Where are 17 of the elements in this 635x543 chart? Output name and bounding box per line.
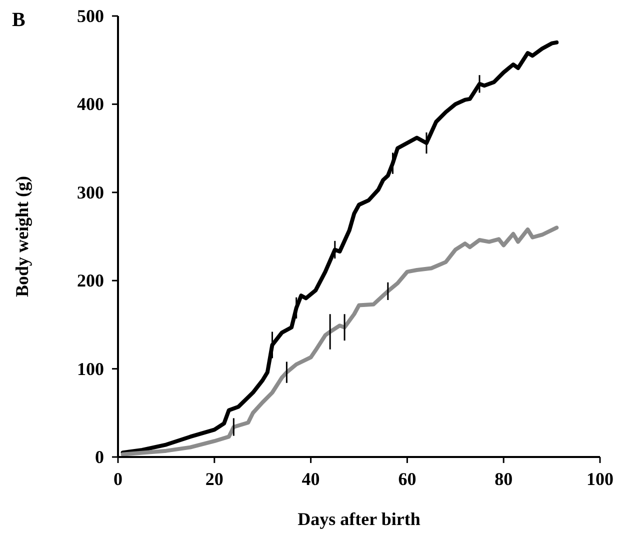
y-axis-title: Body weight (g) bbox=[12, 176, 32, 297]
y-tick-label: 400 bbox=[77, 94, 104, 114]
text: B bbox=[12, 9, 26, 31]
x-axis-title: Days after birth bbox=[298, 509, 420, 529]
line-series bbox=[120, 40, 559, 455]
line-series bbox=[120, 226, 559, 456]
x-tick-label: 80 bbox=[494, 469, 513, 489]
x-tick-label: 100 bbox=[586, 469, 614, 489]
y-tick-label: 100 bbox=[77, 358, 104, 379]
x-tick-label: 0 bbox=[114, 469, 122, 489]
y-tick-label: 300 bbox=[77, 182, 104, 202]
x-tick-label: 20 bbox=[205, 469, 224, 489]
x-tick-label: 40 bbox=[302, 469, 320, 489]
y-tick-label: 200 bbox=[77, 270, 104, 291]
x-tick-label: 60 bbox=[398, 469, 416, 489]
y-tick-label: 0 bbox=[95, 447, 104, 467]
y-tick-label: 500 bbox=[77, 6, 104, 26]
